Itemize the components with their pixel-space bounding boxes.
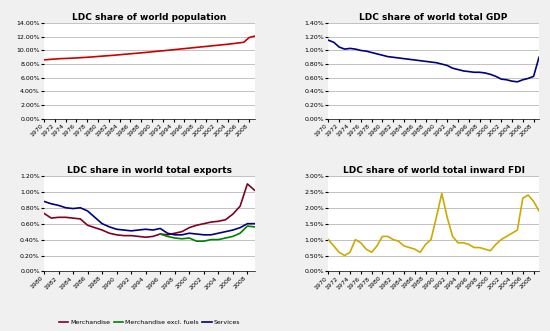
Merchandise xyxy=(157,232,163,236)
Merchandise xyxy=(244,182,251,186)
Merchandise xyxy=(142,235,149,239)
Title: LDC share of world population: LDC share of world population xyxy=(72,13,227,23)
Services xyxy=(201,233,207,237)
Services xyxy=(244,222,251,226)
Title: LDC share of world total inward FDI: LDC share of world total inward FDI xyxy=(343,166,525,175)
Merchandise xyxy=(193,223,200,227)
Services xyxy=(41,199,47,203)
Services xyxy=(237,226,244,230)
Services xyxy=(63,206,69,210)
Services xyxy=(84,209,91,213)
Merchandise xyxy=(229,212,236,216)
Merchandise excl. fuels xyxy=(193,239,200,243)
Services xyxy=(70,207,76,211)
Merchandise xyxy=(208,220,214,224)
Merchandise excl. fuels xyxy=(222,236,229,240)
Merchandise xyxy=(113,233,120,237)
Merchandise excl. fuels xyxy=(172,236,178,240)
Merchandise xyxy=(128,234,134,238)
Merchandise excl. fuels xyxy=(186,236,192,240)
Merchandise xyxy=(179,230,185,234)
Services xyxy=(113,227,120,231)
Services xyxy=(157,226,163,230)
Title: LDC share in world total exports: LDC share in world total exports xyxy=(67,166,232,175)
Merchandise excl. fuels xyxy=(157,232,163,236)
Line: Merchandise: Merchandise xyxy=(44,184,255,237)
Merchandise xyxy=(172,231,178,235)
Title: LDC share of world total GDP: LDC share of world total GDP xyxy=(360,13,508,23)
Merchandise xyxy=(77,217,84,221)
Services xyxy=(106,225,113,229)
Merchandise xyxy=(215,219,222,223)
Services xyxy=(99,222,106,226)
Merchandise xyxy=(222,218,229,222)
Merchandise xyxy=(55,215,62,219)
Merchandise xyxy=(186,226,192,230)
Merchandise excl. fuels xyxy=(164,234,171,238)
Merchandise xyxy=(251,188,258,192)
Merchandise excl. fuels xyxy=(179,237,185,241)
Merchandise xyxy=(135,234,142,238)
Services xyxy=(142,227,149,231)
Services xyxy=(55,203,62,207)
Services xyxy=(77,206,84,210)
Services xyxy=(164,231,171,235)
Services xyxy=(150,228,156,232)
Merchandise xyxy=(201,222,207,226)
Services xyxy=(135,228,142,232)
Merchandise xyxy=(41,212,47,215)
Legend: Merchandise, Merchandise excl. fuels, Services: Merchandise, Merchandise excl. fuels, Se… xyxy=(56,317,243,327)
Merchandise xyxy=(106,231,113,235)
Merchandise excl. fuels xyxy=(237,231,244,235)
Services xyxy=(251,222,258,226)
Merchandise xyxy=(164,233,171,237)
Merchandise xyxy=(48,216,54,220)
Services xyxy=(229,228,236,232)
Services xyxy=(128,229,134,233)
Merchandise excl. fuels xyxy=(251,225,258,229)
Services xyxy=(222,230,229,234)
Services xyxy=(179,233,185,237)
Services xyxy=(215,231,222,235)
Merchandise excl. fuels xyxy=(229,234,236,238)
Services xyxy=(120,228,127,232)
Services xyxy=(91,215,98,219)
Services xyxy=(193,232,200,236)
Merchandise xyxy=(70,216,76,220)
Merchandise excl. fuels xyxy=(208,238,214,242)
Merchandise xyxy=(237,204,244,208)
Merchandise excl. fuels xyxy=(201,239,207,243)
Services xyxy=(48,202,54,206)
Line: Merchandise excl. fuels: Merchandise excl. fuels xyxy=(160,226,255,241)
Merchandise xyxy=(99,228,106,232)
Services xyxy=(172,233,178,237)
Merchandise xyxy=(120,234,127,238)
Merchandise xyxy=(150,234,156,238)
Merchandise excl. fuels xyxy=(215,238,222,242)
Merchandise xyxy=(63,215,69,219)
Merchandise xyxy=(84,223,91,227)
Line: Services: Services xyxy=(44,201,255,235)
Services xyxy=(186,231,192,235)
Merchandise excl. fuels xyxy=(244,224,251,228)
Merchandise xyxy=(91,226,98,230)
Services xyxy=(208,233,214,237)
